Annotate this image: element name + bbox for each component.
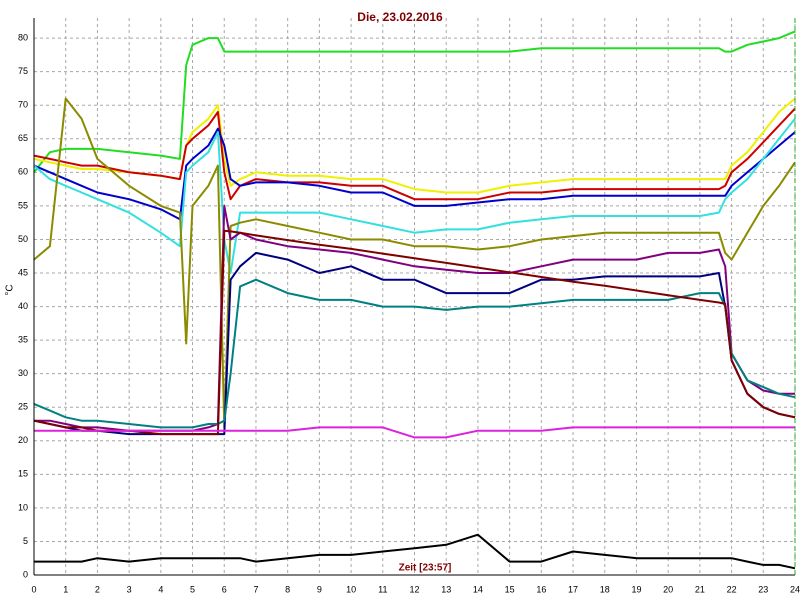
y-tick-label: 55 xyxy=(18,200,28,210)
x-tick-label: 14 xyxy=(473,584,483,594)
y-tick-label: 5 xyxy=(23,536,28,546)
x-tick-label: 24 xyxy=(790,584,800,594)
x-tick-label: 4 xyxy=(158,584,163,594)
x-tick-label: 11 xyxy=(378,584,387,594)
y-tick-label: 30 xyxy=(18,368,28,378)
x-tick-label: 7 xyxy=(253,584,258,594)
y-tick-label: 25 xyxy=(18,402,28,412)
y-tick-label: 35 xyxy=(18,334,28,344)
x-tick-label: 5 xyxy=(190,584,195,594)
x-tick-label: 15 xyxy=(505,584,515,594)
x-axis-label: Zeit [23:57] xyxy=(399,563,452,574)
x-tick-label: 8 xyxy=(285,584,290,594)
x-tick-label: 18 xyxy=(600,584,610,594)
y-tick-label: 10 xyxy=(18,502,28,512)
x-tick-label: 6 xyxy=(222,584,227,594)
x-tick-label: 2 xyxy=(95,584,100,594)
x-tick-label: 20 xyxy=(663,584,673,594)
y-tick-label: 70 xyxy=(18,100,28,110)
chart-title: Die, 23.02.2016 xyxy=(357,10,443,24)
x-tick-label: 17 xyxy=(568,584,578,594)
x-tick-label: 23 xyxy=(758,584,768,594)
x-tick-label: 22 xyxy=(727,584,737,594)
series-line xyxy=(33,118,796,274)
series-line xyxy=(34,426,795,439)
x-tick-label: 10 xyxy=(346,584,356,594)
series-line xyxy=(33,30,796,173)
y-tick-label: 0 xyxy=(23,569,28,579)
y-tick-label: 40 xyxy=(18,301,28,311)
series-line xyxy=(33,127,796,221)
y-tick-label: 20 xyxy=(18,435,28,445)
series-line xyxy=(34,533,796,570)
lines xyxy=(33,30,796,570)
y-tick-label: 45 xyxy=(18,267,28,277)
y-tick-label: 75 xyxy=(18,66,28,76)
x-tick-label: 13 xyxy=(441,584,451,594)
x-tick-label: 19 xyxy=(631,584,641,594)
y-tick-label: 50 xyxy=(18,234,28,244)
x-tick-label: 0 xyxy=(31,584,36,594)
series-line xyxy=(33,107,796,201)
x-tick-label: 9 xyxy=(317,584,322,594)
y-tick-label: 60 xyxy=(18,167,28,177)
y-tick-label: 15 xyxy=(18,469,28,479)
y-axis-label: °C xyxy=(5,284,16,295)
x-tick-label: 3 xyxy=(127,584,132,594)
x-tick-label: 1 xyxy=(63,584,68,594)
series-line xyxy=(33,229,796,436)
grid xyxy=(33,18,796,576)
y-tick-label: 65 xyxy=(18,133,28,143)
x-tick-label: 21 xyxy=(695,584,705,594)
series-line xyxy=(33,97,796,429)
series-line xyxy=(33,278,796,429)
x-tick-label: 12 xyxy=(409,584,419,594)
y-tick-label: 80 xyxy=(18,33,28,43)
x-tick-label: 16 xyxy=(536,584,546,594)
